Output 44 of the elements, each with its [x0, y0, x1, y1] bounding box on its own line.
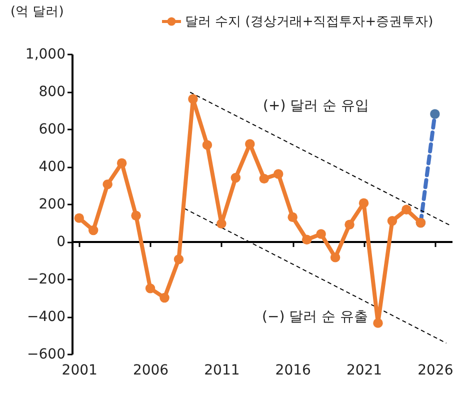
- annotation: (+) 달러 순 유입: [262, 98, 370, 114]
- y-tick-label: 1,000: [25, 46, 66, 62]
- point: [259, 174, 270, 184]
- point: [430, 109, 440, 119]
- x-tick-label: 2001: [62, 362, 98, 378]
- point: [288, 212, 298, 222]
- point: [74, 213, 84, 223]
- point: [273, 169, 284, 179]
- point: [174, 254, 184, 264]
- y-tick-label: 400: [38, 159, 66, 175]
- point: [330, 252, 340, 262]
- point: [160, 292, 170, 303]
- point: [316, 229, 326, 239]
- x-tick-label: 2006: [132, 362, 169, 378]
- point: [102, 179, 112, 190]
- point: [116, 158, 127, 168]
- x-tick-label: 2011: [204, 362, 240, 378]
- point: [402, 204, 412, 214]
- y-tick-label: 0: [56, 234, 66, 250]
- point: [216, 218, 226, 229]
- point: [302, 234, 312, 244]
- y-axis-title: (억 달러): [10, 4, 64, 20]
- point: [145, 284, 156, 294]
- legend-label: 달러 수지 (경상거래+직접투자+증권투자): [185, 14, 434, 30]
- x-tick-label: 2021: [346, 362, 382, 378]
- point: [245, 139, 255, 149]
- x-tick-label: 2016: [275, 362, 311, 378]
- y-tick-label: −200: [27, 272, 66, 288]
- point: [131, 210, 141, 220]
- y-tick-label: 600: [38, 122, 66, 138]
- point: [373, 318, 383, 328]
- point: [188, 94, 198, 104]
- y-tick-label: 800: [38, 84, 66, 100]
- point: [344, 220, 354, 230]
- point: [358, 198, 369, 208]
- y-tick-label: −400: [27, 309, 66, 325]
- y-tick-label: 200: [38, 196, 66, 212]
- point: [88, 225, 98, 236]
- y-tick-label: −600: [27, 346, 66, 362]
- point: [230, 172, 241, 183]
- point: [202, 140, 212, 150]
- annotation: (−) 달러 순 유출: [262, 309, 368, 325]
- point: [387, 216, 398, 226]
- x-tick-label: 2026: [418, 362, 454, 378]
